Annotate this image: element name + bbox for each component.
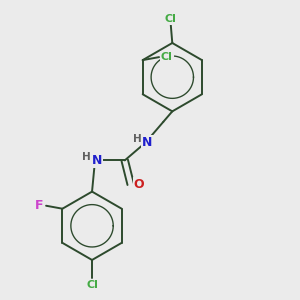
- Text: Cl: Cl: [165, 14, 177, 24]
- Text: Cl: Cl: [86, 280, 98, 290]
- Text: H: H: [133, 134, 142, 144]
- Text: F: F: [35, 199, 44, 212]
- Text: H: H: [82, 152, 91, 162]
- Text: Cl: Cl: [161, 52, 173, 62]
- Text: O: O: [134, 178, 144, 191]
- Text: N: N: [142, 136, 152, 149]
- Text: N: N: [92, 154, 102, 167]
